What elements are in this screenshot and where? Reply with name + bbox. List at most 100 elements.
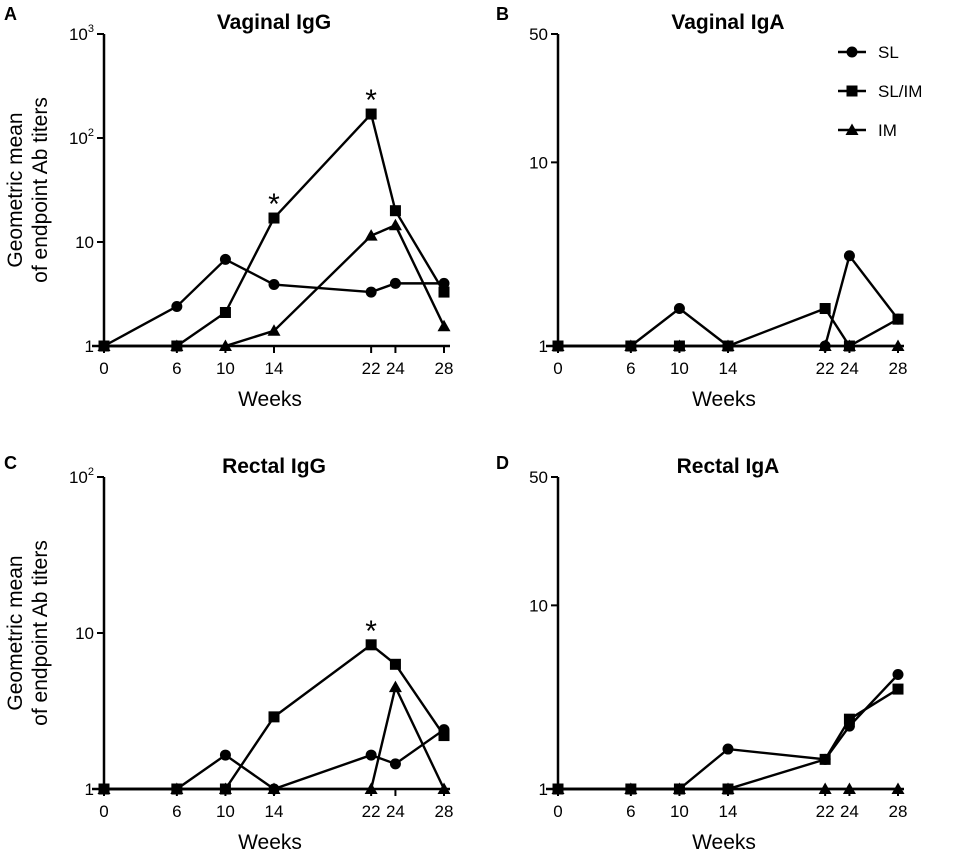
y-tick-label: 10	[75, 624, 94, 643]
x-tick-label: 6	[626, 359, 635, 378]
x-tick-label: 0	[553, 359, 562, 378]
x-axis-label: Weeks	[692, 831, 756, 852]
y-tick-base: 10	[69, 25, 88, 44]
x-tick-label: 14	[265, 802, 284, 821]
y-tick-label: 50	[529, 25, 548, 44]
x-tick-label: 24	[840, 359, 859, 378]
data-point-sl-im	[389, 205, 401, 217]
data-point-im	[267, 782, 281, 794]
data-point-sl	[365, 286, 377, 298]
panel-letter: A	[4, 4, 17, 24]
legend-label: IM	[878, 121, 897, 140]
data-point-sl	[219, 253, 231, 265]
chart-title: Vaginal IgA	[671, 11, 784, 34]
x-tick-label: 22	[816, 359, 835, 378]
y-axis-label: Geometric mean	[4, 555, 27, 710]
legend-marker	[846, 85, 858, 97]
x-axis-label: Weeks	[238, 831, 302, 852]
series-line-sl	[558, 253, 899, 348]
data-point-im	[170, 339, 184, 351]
chart-title: Rectal IgA	[677, 455, 780, 478]
data-point-sl	[722, 743, 734, 755]
significance-star: *	[365, 615, 377, 648]
data-point-im	[364, 229, 378, 241]
y-tick-label: 1	[85, 780, 94, 799]
x-tick-label: 10	[216, 802, 235, 821]
y-tick-label: 10	[75, 233, 94, 252]
data-point-im	[842, 782, 856, 794]
data-point-sl	[438, 277, 450, 289]
data-point-sl-im	[438, 730, 450, 742]
y-axis-label: Geometric mean	[4, 112, 27, 267]
x-tick-label: 28	[435, 802, 454, 821]
data-point-im	[388, 218, 402, 231]
data-point-sl-im	[268, 711, 280, 723]
data-point-im	[818, 782, 832, 794]
x-tick-label: 6	[626, 802, 635, 821]
data-point-im	[672, 782, 686, 794]
data-point-sl-im	[389, 658, 401, 670]
data-point-im	[437, 319, 451, 332]
x-axis-label: Weeks	[238, 388, 302, 411]
data-point-sl-im	[219, 306, 231, 318]
data-point-sl-im	[365, 108, 377, 120]
data-point-sl	[673, 303, 685, 315]
chart-title: Vaginal IgG	[217, 11, 331, 34]
data-point-sl-im	[365, 639, 377, 651]
data-point-im	[97, 782, 111, 794]
x-tick-label: 14	[265, 359, 284, 378]
y-axis-label: of endpoint Ab titers	[29, 97, 52, 283]
data-point-im	[891, 782, 905, 794]
x-tick-label: 0	[553, 802, 562, 821]
panel-d: D Rectal IgA 1 10 50 0 6 10 14 22 24 28 Weeks	[496, 453, 907, 852]
x-tick-label: 6	[172, 802, 181, 821]
x-tick-label: 24	[840, 802, 859, 821]
data-point-sl-im	[892, 683, 904, 695]
data-point-sl-im	[843, 713, 855, 725]
legend-marker	[846, 46, 858, 58]
data-point-im	[624, 339, 638, 351]
data-point-im	[721, 782, 735, 794]
data-point-sl	[389, 758, 401, 770]
panel-letter: D	[496, 453, 509, 473]
data-point-im	[388, 680, 402, 693]
y-tick-exponent: 3	[88, 23, 94, 35]
x-tick-label: 22	[816, 802, 835, 821]
data-point-sl	[268, 279, 280, 291]
legend-label: SL	[878, 43, 899, 62]
data-point-im	[364, 782, 378, 794]
data-point-sl	[843, 250, 855, 262]
data-point-sl	[365, 749, 377, 761]
data-point-im	[170, 782, 184, 794]
x-axis-label: Weeks	[692, 388, 756, 411]
legend-marker	[845, 123, 859, 135]
data-point-sl	[892, 669, 904, 681]
data-point-im	[218, 339, 232, 351]
x-tick-label: 0	[99, 802, 108, 821]
panel-b: B Vaginal IgA 1 10 50 0 6 10 14 22 24 28 Weeks SL SL/I…	[496, 4, 922, 411]
x-tick-label: 14	[719, 359, 738, 378]
data-point-im	[218, 782, 232, 794]
data-point-im	[551, 339, 565, 351]
y-axis-label: of endpoint Ab titers	[29, 540, 52, 726]
y-tick-label: 102	[69, 466, 94, 487]
x-tick-label: 10	[670, 359, 689, 378]
data-point-sl	[219, 749, 231, 761]
data-point-im	[551, 782, 565, 794]
data-point-sl-im	[892, 313, 904, 325]
data-point-im	[97, 339, 111, 351]
y-tick-label: 10	[529, 596, 548, 615]
x-tick-label: 28	[889, 359, 908, 378]
x-tick-label: 28	[435, 359, 454, 378]
data-point-sl	[389, 277, 401, 289]
chart-title: Rectal IgG	[222, 455, 326, 478]
x-tick-label: 28	[889, 802, 908, 821]
data-point-im	[267, 324, 281, 336]
series-line-sl	[558, 673, 899, 791]
y-tick-label: 102	[69, 127, 94, 148]
y-tick-label: 103	[69, 23, 94, 44]
data-point-im	[842, 339, 856, 351]
series-line-sl-im	[558, 688, 899, 791]
